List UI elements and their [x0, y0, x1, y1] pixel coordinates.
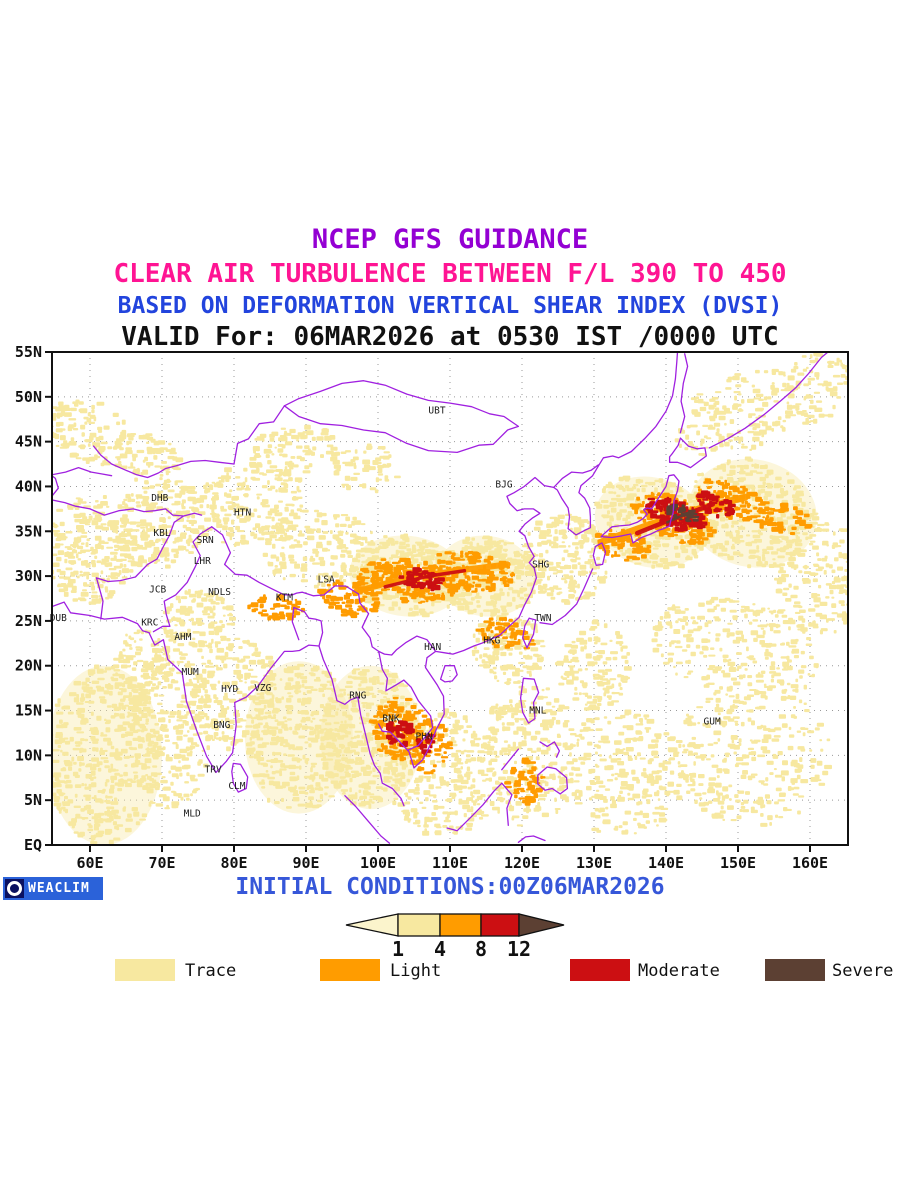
station-label: MUM	[182, 667, 199, 678]
station-label: BNK	[382, 714, 399, 725]
axis-layer: 60E 70E 80E 90E 100E 110E 120E 130E 140E 150E 160E…	[15, 343, 849, 872]
weaclim-logo-icon	[5, 879, 24, 898]
scale-value-4: 4	[433, 937, 447, 961]
station-label: HAN	[424, 642, 441, 653]
station-label: KBL	[153, 528, 170, 539]
station-label: DHB	[151, 493, 168, 504]
station-label: KRC	[141, 618, 158, 629]
y-tick-label: 50N	[15, 388, 42, 406]
station-label: SHG	[532, 559, 549, 570]
legend-label-light: Light	[390, 961, 442, 981]
coastline-layer	[52, 352, 829, 844]
station-label: HYD	[221, 684, 238, 695]
turbulence-field-layer	[52, 352, 848, 845]
legend-label-moderate: Moderate	[638, 961, 720, 981]
station-label: JCB	[149, 585, 166, 596]
x-tick-label: 130E	[576, 854, 612, 872]
y-tick-label: 35N	[15, 522, 42, 540]
x-tick-label: 70E	[148, 854, 175, 872]
weaclim-logo: WEACLIM	[3, 877, 103, 900]
station-label: KTM	[276, 593, 293, 604]
y-tick-label: EQ	[24, 836, 42, 854]
y-tick-label: 15N	[15, 702, 42, 720]
scale-above-arrow	[518, 913, 565, 937]
station-label: LHR	[194, 556, 211, 567]
x-tick-label: 160E	[792, 854, 828, 872]
valid-time-line: VALID For: 06MAR2026 at 0530 IST /0000 U…	[121, 322, 779, 352]
scale-box-moderate	[480, 913, 520, 937]
station-label: PHN	[416, 732, 433, 743]
y-tick-label: 5N	[24, 791, 42, 809]
station-label: BNG	[213, 720, 230, 731]
scale-box-light	[439, 913, 482, 937]
intensity-scale-bar	[345, 913, 565, 937]
x-tick-label: 150E	[720, 854, 756, 872]
station-label: MLD	[184, 809, 201, 820]
station-label: HKG	[483, 636, 500, 647]
station-label: LSA	[318, 575, 335, 586]
x-tick-label: 140E	[648, 854, 684, 872]
station-label: GUM	[704, 716, 721, 727]
scale-value-1: 1	[391, 937, 405, 961]
x-tick-label: 120E	[504, 854, 540, 872]
page-title: NCEP GFS GUIDANCE	[311, 224, 589, 255]
legend-label-severe: Severe	[832, 961, 894, 981]
chart-method-line: BASED ON DEFORMATION VERTICAL SHEAR INDE…	[117, 293, 783, 319]
legend-swatch-severe	[765, 959, 825, 981]
station-label: VZG	[254, 683, 271, 694]
scale-below-arrow	[345, 913, 399, 937]
logo-ring-icon	[7, 881, 22, 896]
station-label: MNL	[529, 706, 546, 717]
station-label: SRN	[197, 535, 214, 546]
station-label: AHM	[174, 632, 191, 643]
x-tick-label: 60E	[76, 854, 103, 872]
y-tick-label: 25N	[15, 612, 42, 630]
y-tick-label: 45N	[15, 433, 42, 451]
legend-swatch-moderate	[570, 959, 630, 981]
station-label: CLM	[228, 781, 245, 792]
station-layer: UBT BJG DHB HTN KBL SRN LHR JCB NDLS KTM LSA SHG DUB…	[50, 405, 721, 819]
station-label: TRV	[205, 765, 222, 776]
station-label: UBT	[428, 405, 445, 416]
x-tick-label: 80E	[220, 854, 247, 872]
legend-swatch-trace	[115, 959, 175, 981]
scale-value-12: 12	[506, 937, 532, 961]
station-label: DUB	[50, 613, 67, 624]
initial-conditions: INITIAL CONDITIONS:00Z06MAR2026	[235, 874, 665, 900]
y-tick-label: 40N	[15, 477, 42, 495]
y-tick-label: 20N	[15, 657, 42, 675]
scale-box-trace	[397, 913, 441, 937]
y-tick-label: 10N	[15, 746, 42, 764]
x-tick-label: 100E	[360, 854, 396, 872]
legend-label-trace: Trace	[185, 961, 237, 981]
weaclim-logo-text: WEACLIM	[28, 881, 90, 896]
y-tick-label: 55N	[15, 343, 42, 361]
station-label: HTN	[234, 507, 251, 518]
y-tick-label: 30N	[15, 567, 42, 585]
station-label: NDLS	[208, 587, 231, 598]
x-tick-label: 90E	[292, 854, 319, 872]
chart-subtitle: CLEAR AIR TURBULENCE BETWEEN F/L 390 TO …	[113, 259, 787, 289]
station-label: BJG	[495, 480, 512, 491]
station-label: TWN	[534, 613, 551, 624]
legend-swatch-light	[320, 959, 380, 981]
x-tick-label: 110E	[432, 854, 468, 872]
scale-value-8: 8	[474, 937, 488, 961]
station-label: RNG	[349, 690, 366, 701]
